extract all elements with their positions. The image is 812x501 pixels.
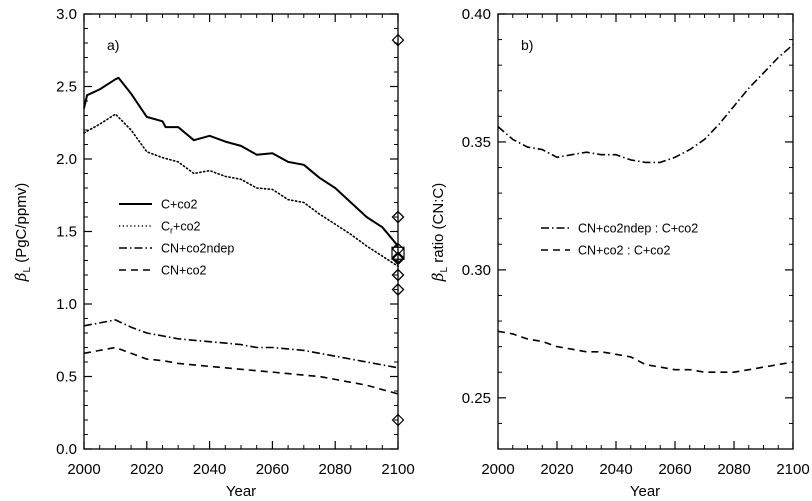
panel-b-x-tick-label: 2020 — [540, 461, 573, 478]
panel-b-ylabel-rest: ratio (CN:C) — [430, 183, 447, 267]
panel-b-series-cn-co2ndep-c-co2 — [497, 44, 794, 164]
panel-a-y-tick-label: 2.0 — [56, 151, 77, 168]
panel-b-legend-label: CN+co2ndep : C+co2 — [578, 222, 698, 236]
panel-a-legend-label: CN+co2 — [161, 264, 207, 278]
panel-b-ylabel-sub: L — [439, 267, 450, 273]
panel-a-diamond-marker — [391, 252, 405, 266]
panel-a-y-tick-label: 1.5 — [56, 224, 77, 241]
panel-b-ylabel-symbol: β — [429, 272, 447, 282]
panel-a-diamond-marker — [391, 413, 405, 427]
panel-a-label: a) — [107, 37, 119, 53]
panel-a-square-marker — [391, 246, 405, 260]
panel-a-legend-label: CN+co2ndep — [161, 242, 234, 256]
panel-a-legend-label: Cr+co2 — [161, 220, 201, 236]
panel-a-diamond-marker — [391, 210, 405, 224]
panel-a-ylabel-symbol: β — [12, 272, 30, 282]
panel-b-series-cn-co2-c-co2 — [497, 330, 794, 374]
panel-b-label: b) — [521, 37, 533, 53]
panel-b-x-tick-label: 2040 — [599, 461, 632, 478]
panel-b-y-tick-label: 0.40 — [462, 6, 491, 23]
panel-a-y-tick-label: 0.5 — [56, 369, 77, 386]
panel-b-x-tick-label: 2100 — [776, 461, 809, 478]
panel-a-diamond-marker — [391, 33, 405, 47]
panel-b-x-tick-label: 2080 — [717, 461, 750, 478]
panel-b-y-tick-label: 0.30 — [462, 262, 491, 279]
panel-a-ylabel-rest: (PgC/ppmv) — [13, 183, 30, 267]
panel-a-diamond-marker — [391, 268, 405, 282]
panel-a-x-tick-label: 2040 — [193, 461, 226, 478]
panel-a-series-cn-co2 — [83, 346, 399, 395]
panel-b-x-tick-label: 2060 — [658, 461, 691, 478]
panel-a-series-cr-co2 — [83, 113, 399, 268]
panel-a-x-tick-label: 2020 — [130, 461, 163, 478]
panel-a-xlabel: Year — [226, 483, 256, 500]
panel-b-xlabel: Year — [630, 483, 660, 500]
panel-b-ylabel: βL ratio (CN:C) — [429, 183, 450, 282]
panel-b-legend-label: CN+co2 : C+co2 — [578, 244, 670, 258]
panel-b-x-tick-label: 2000 — [481, 461, 514, 478]
panel-a-y-tick-label: 2.5 — [56, 79, 77, 96]
panel-a-x-tick-label: 2080 — [319, 461, 352, 478]
panel-a-plot-frame — [83, 13, 399, 450]
panel-a-y-tick-label: 0.0 — [56, 441, 77, 458]
panel-a-diamond-marker — [391, 283, 405, 296]
panel-a-y-tick-label: 3.0 — [56, 6, 77, 23]
panel-b-y-tick-label: 0.25 — [462, 390, 491, 407]
panel-a-x-tick-label: 2000 — [67, 461, 100, 478]
panel-a-x-tick-label: 2100 — [381, 461, 414, 478]
panel-a-ylabel: βL (PgC/ppmv) — [12, 183, 33, 282]
panel-b: b) Year βL ratio (CN:C) 2000 2020 2040 2060… — [429, 6, 810, 500]
panel-a-ylabel-sub: L — [22, 267, 33, 273]
panel-a-series-cn-co2ndep — [83, 319, 399, 369]
panel-a-legend-label: C+co2 — [161, 198, 198, 212]
panel-a-x-tick-label: 2060 — [256, 461, 289, 478]
panel-a-diamond-marker — [391, 251, 405, 264]
panel-a: a) Year βL (PgC/ppmv) 2000 2020 2040 2060 20… — [12, 6, 415, 500]
panel-a-series-c-co2 — [83, 76, 399, 247]
panel-a-y-tick-label: 1.0 — [56, 296, 77, 313]
panel-b-y-tick-label: 0.35 — [462, 134, 491, 151]
